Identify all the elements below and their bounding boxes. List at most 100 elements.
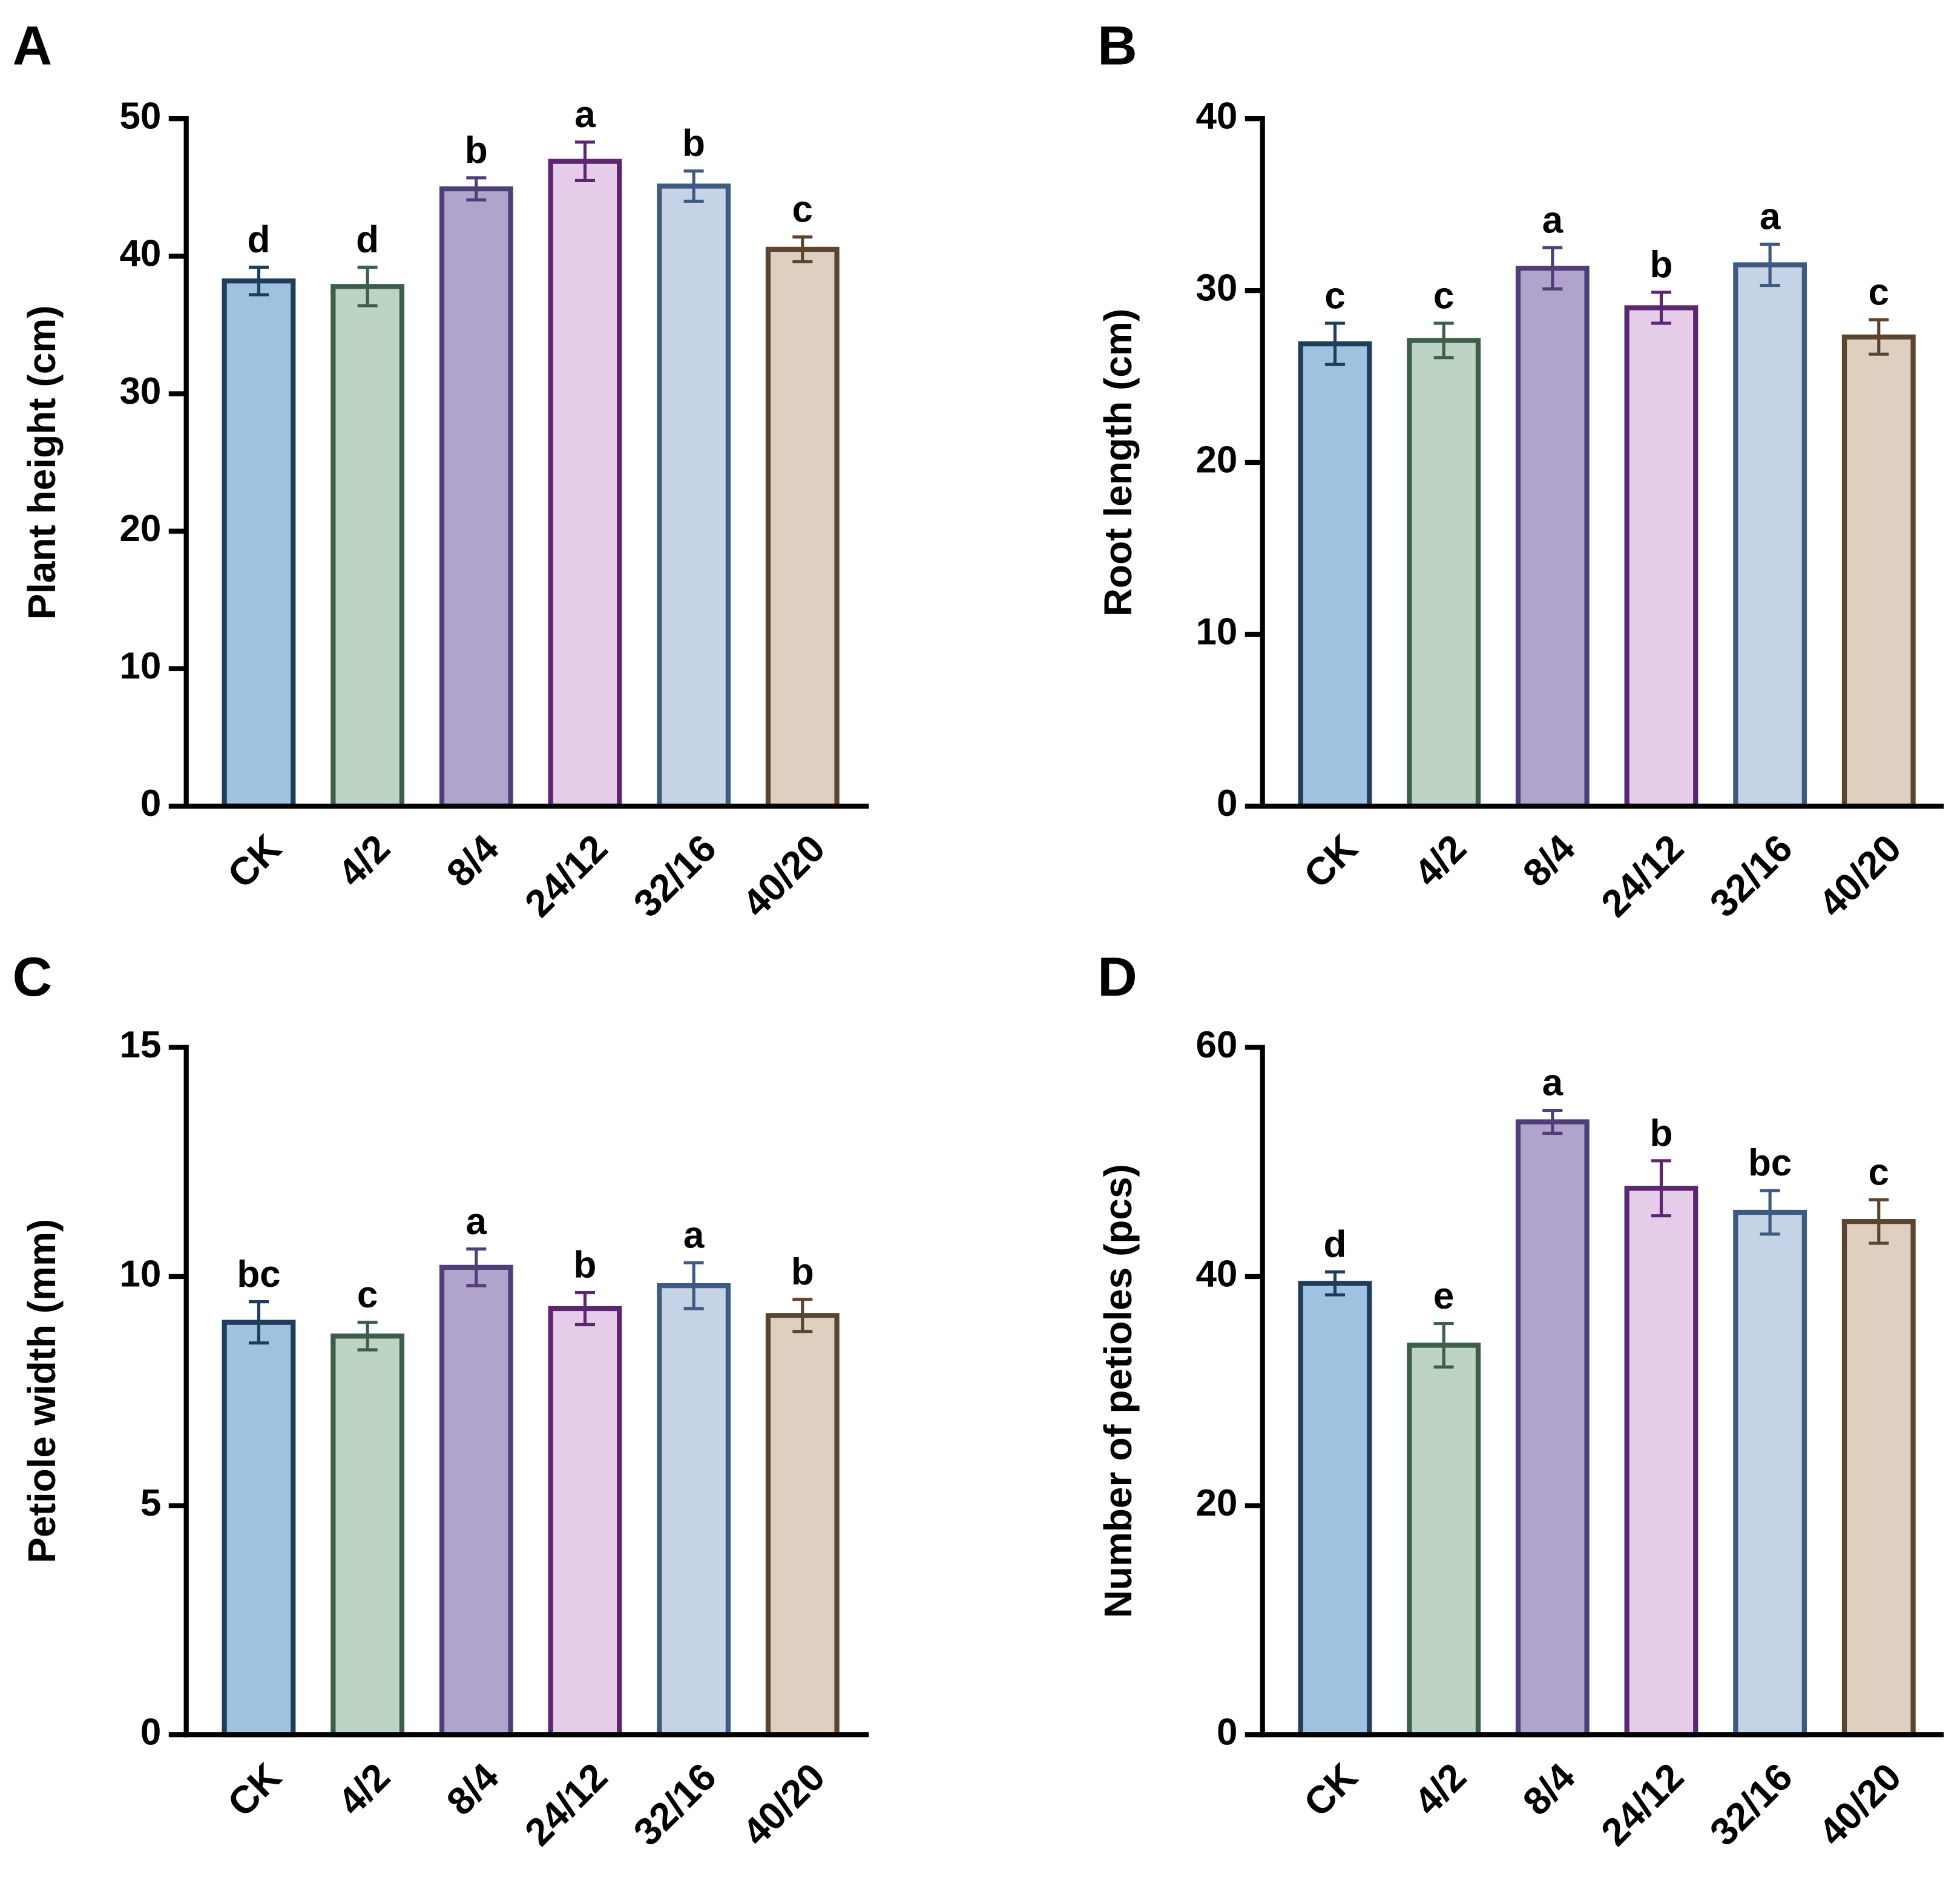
significance-letter: bc	[1748, 1142, 1792, 1184]
bar	[1298, 341, 1372, 809]
x-tick-label: CK	[219, 1755, 289, 1825]
bar	[1407, 338, 1481, 809]
y-tick-label: 20	[119, 508, 161, 550]
significance-letter: c	[1869, 272, 1889, 314]
y-tick-label: 30	[119, 370, 161, 412]
y-axis-label: Petiole width (mm)	[20, 1219, 64, 1563]
y-tick-label: 0	[140, 783, 161, 824]
y-tick-label: 20	[1195, 1482, 1237, 1524]
x-tick-label: 32/16	[625, 1755, 725, 1854]
bar	[548, 159, 622, 809]
error-bar	[574, 1290, 595, 1327]
x-tick-label: 40/20	[1810, 826, 1909, 925]
x-tick-label: 24/12	[516, 1755, 616, 1854]
bar	[1733, 1209, 1807, 1738]
error-bar	[1869, 1198, 1889, 1245]
panel: B Root length (cm) 0 10 20 30 40 c CK c 4/2 a 8/4 b 24…	[1096, 16, 1944, 925]
error-bar	[466, 1247, 487, 1287]
significance-letter: a	[683, 1215, 705, 1257]
bar	[657, 183, 731, 809]
significance-letter: a	[1542, 1062, 1564, 1104]
error-bar	[1651, 1159, 1671, 1218]
significance-letter: d	[356, 219, 379, 261]
bar	[1298, 1281, 1372, 1738]
y-axis-label: Root length (cm)	[1096, 309, 1140, 616]
significance-letter: c	[1433, 275, 1454, 317]
bar	[548, 1306, 622, 1738]
significance-letter: b	[682, 123, 705, 165]
x-tick-label: 24/12	[1593, 1755, 1692, 1854]
error-bar	[248, 265, 269, 297]
y-tick-label: 10	[119, 1253, 161, 1295]
significance-letter: b	[1650, 244, 1673, 286]
bar	[765, 1313, 840, 1738]
x-tick-label: 8/4	[1514, 1755, 1583, 1824]
error-bar	[683, 1261, 704, 1310]
significance-letter: b	[791, 1251, 814, 1293]
significance-letter: b	[465, 130, 488, 171]
error-bar	[357, 265, 378, 307]
y-axis-label: Number of petioles (pcs)	[1096, 1164, 1140, 1618]
x-tick-label: 24/12	[516, 826, 616, 925]
error-bar	[1324, 321, 1345, 366]
bar	[1841, 1219, 1916, 1738]
error-bar	[1433, 1322, 1454, 1369]
bar	[331, 1333, 405, 1738]
bar	[1841, 334, 1916, 809]
error-bar	[683, 169, 704, 203]
error-bar	[792, 1298, 813, 1333]
significance-letter: e	[1433, 1275, 1454, 1317]
y-tick-label: 0	[1217, 1712, 1237, 1753]
bar	[439, 1264, 513, 1738]
x-tick-label: 32/16	[1702, 1755, 1801, 1854]
significance-letter: d	[1324, 1224, 1347, 1266]
bar	[331, 284, 405, 809]
bar	[765, 246, 840, 809]
panel-label: A	[13, 16, 53, 77]
significance-letter: a	[1760, 196, 1781, 238]
x-tick-label: 8/4	[1514, 826, 1583, 895]
significance-letter: c	[357, 1274, 378, 1316]
bar	[1515, 266, 1590, 809]
y-tick-label: 50	[119, 96, 161, 137]
x-tick-label: 4/2	[329, 1755, 398, 1824]
panel-label: C	[13, 947, 53, 1008]
error-bar	[466, 176, 487, 202]
significance-letter: bc	[237, 1254, 280, 1295]
x-tick-label: 4/2	[329, 826, 398, 895]
panel-label: D	[1097, 947, 1137, 1008]
panel-label: B	[1097, 16, 1137, 77]
bar	[657, 1283, 731, 1738]
error-bar	[248, 1300, 269, 1345]
significance-letter: c	[792, 189, 813, 231]
significance-letter: b	[1650, 1112, 1673, 1154]
error-bar	[1324, 1270, 1345, 1296]
bar	[1733, 262, 1807, 809]
y-tick-label: 20	[1195, 439, 1237, 481]
bar	[222, 278, 296, 809]
y-tick-label: 60	[1195, 1024, 1237, 1066]
bar	[439, 186, 513, 809]
bar	[1515, 1119, 1590, 1738]
x-tick-label: 4/2	[1406, 1755, 1475, 1824]
y-tick-label: 40	[1195, 1253, 1237, 1295]
y-tick-label: 40	[119, 233, 161, 275]
y-tick-label: 40	[1195, 96, 1237, 137]
y-tick-label: 0	[1217, 783, 1237, 824]
y-tick-label: 10	[119, 645, 161, 687]
bar	[222, 1319, 296, 1738]
error-bar	[792, 235, 813, 263]
y-tick-label: 30	[1195, 267, 1237, 309]
y-tick-label: 15	[119, 1024, 161, 1066]
x-tick-label: 8/4	[438, 826, 507, 895]
bar	[1624, 305, 1699, 809]
x-tick-label: 40/20	[734, 826, 833, 925]
x-tick-label: 40/20	[734, 1755, 833, 1854]
significance-letter: c	[1324, 275, 1345, 317]
bar	[1624, 1186, 1699, 1738]
error-bar	[1433, 321, 1454, 360]
y-tick-label: 0	[140, 1712, 161, 1753]
error-bar	[1651, 291, 1671, 325]
panel: D Number of petioles (pcs) 0 20 40 60 d CK e 4/2 a…	[1096, 947, 1944, 1854]
